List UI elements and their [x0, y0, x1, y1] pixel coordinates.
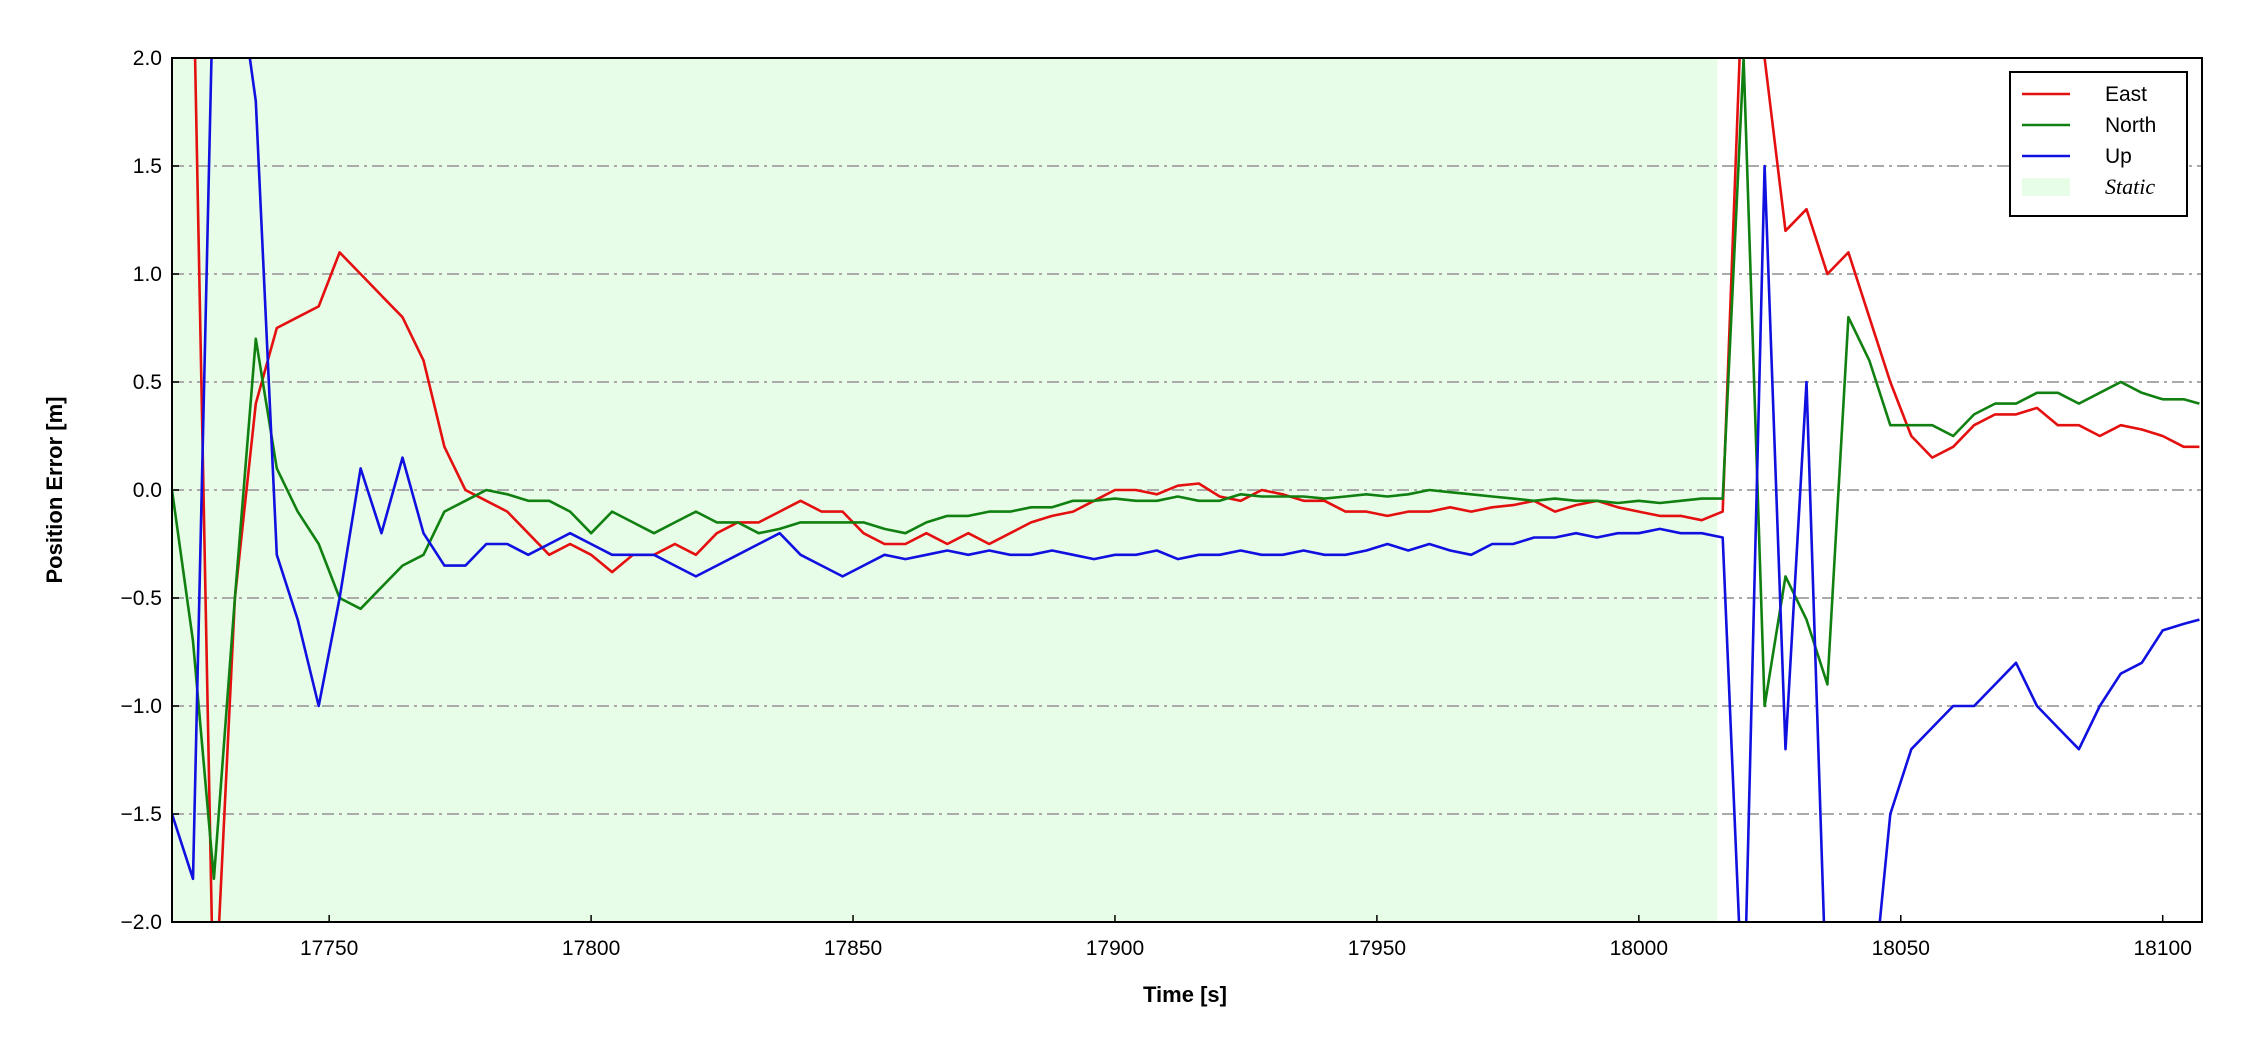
legend-label: Up [2105, 145, 2132, 168]
x-tick-label: 18050 [1872, 937, 1930, 960]
y-tick-label: 1.0 [133, 263, 162, 286]
x-tick-label: 17800 [562, 937, 620, 960]
y-tick-label: −0.5 [121, 587, 162, 610]
plot-lines [172, 58, 2200, 922]
legend-label: East [2105, 83, 2147, 106]
x-tick-label: 18100 [2134, 937, 2192, 960]
x-tick-label: 17750 [300, 937, 358, 960]
legend-label: Static [2105, 174, 2155, 199]
y-tick-label: −1.5 [121, 803, 162, 826]
y-tick-label: 2.0 [133, 47, 162, 70]
y-tick-label: 0.5 [133, 371, 162, 394]
y-tick-label: 0.0 [133, 479, 162, 502]
series-line [172, 58, 2200, 922]
x-axis-label: Time [s] [1143, 982, 1227, 1007]
y-axis-label: Position Error [m] [42, 396, 67, 583]
x-tick-label: 18000 [1610, 937, 1668, 960]
y-tick-label: 1.5 [133, 155, 162, 178]
legend-swatch [2022, 178, 2070, 196]
y-tick-label: −2.0 [121, 911, 162, 934]
series-line [193, 58, 2200, 922]
legend-label: North [2105, 114, 2156, 137]
x-tick-label: 17950 [1348, 937, 1406, 960]
x-tick-label: 17850 [824, 937, 882, 960]
y-tick-label: −1.0 [121, 695, 162, 718]
series-line [172, 58, 2200, 881]
x-tick-label: 17900 [1086, 937, 1144, 960]
plot-frame [171, 57, 2203, 923]
